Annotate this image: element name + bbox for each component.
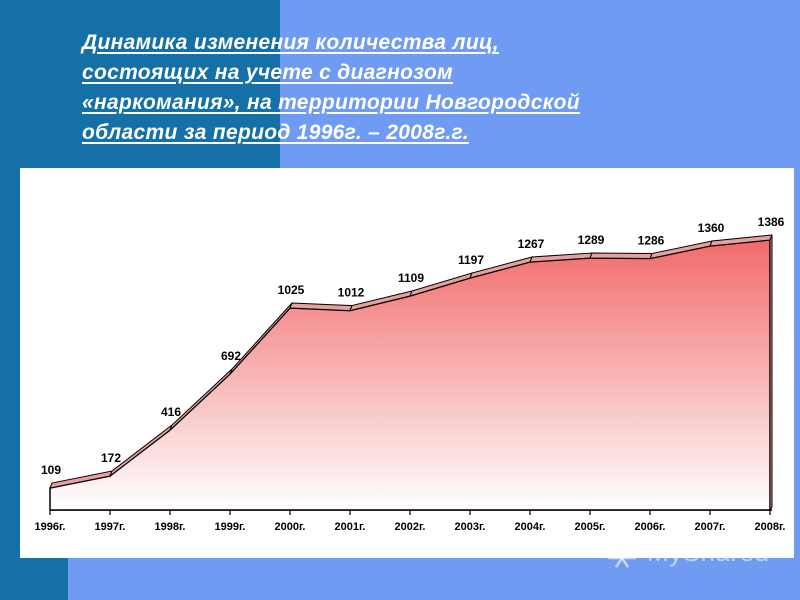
- area-chart: 1996г. 1997г. 1998г. 1999г. 2000г. 2001г. 2002…: [34, 215, 785, 533]
- title-line: состоящих на учете с диагнозом: [82, 61, 453, 84]
- right-depth-edge: [769, 234, 773, 512]
- watermark-logo: MyShared: [605, 536, 770, 568]
- watermark-text: MyShared: [647, 536, 770, 567]
- data-label: 1197: [458, 253, 484, 267]
- data-label: 1109: [398, 271, 424, 285]
- data-label: 109: [41, 463, 61, 477]
- data-label: 692: [221, 349, 241, 363]
- x-tick-label: 2007г.: [694, 521, 725, 533]
- x-tick-label: 2002г.: [394, 521, 425, 533]
- data-label: 1267: [518, 237, 545, 251]
- x-tick-label: 2006г.: [634, 521, 665, 533]
- x-tick-label: 1996г.: [34, 521, 65, 533]
- data-label: 1025: [278, 283, 305, 297]
- x-tick-label: 2003г.: [454, 521, 485, 533]
- data-label: 1012: [338, 286, 365, 300]
- data-label: 1360: [698, 221, 725, 235]
- ridge-segment: [589, 252, 653, 260]
- projector-icon: [606, 538, 638, 568]
- slide-title: Динамика изменения количества лиц, состо…: [82, 28, 782, 148]
- x-tick-label: 1998г.: [154, 521, 185, 533]
- x-tick-label: 2001г.: [334, 521, 365, 533]
- top-decor-band: [0, 0, 280, 168]
- data-label: 416: [161, 405, 181, 419]
- x-tick-label: 1997г.: [94, 521, 125, 533]
- title-line: области за период 1996г. – 2008г.г.: [82, 121, 469, 144]
- title-line: Динамика изменения количества лиц,: [82, 31, 499, 54]
- chart-panel: 1996г. 1997г. 1998г. 1999г. 2000г. 2001г. 2002…: [20, 168, 794, 558]
- data-label: 1386: [758, 215, 785, 229]
- x-tick-label: 1999г.: [214, 521, 245, 533]
- data-label: 1286: [638, 234, 665, 248]
- x-tick-label: 2008г.: [754, 521, 785, 533]
- x-tick-label: 2000г.: [274, 521, 305, 533]
- x-tick-label: 2004г.: [514, 521, 545, 533]
- data-label: 1289: [578, 233, 605, 247]
- title-line: «наркомания», на территории Новгородской: [82, 91, 580, 114]
- data-label: 172: [101, 451, 121, 465]
- x-tick-label: 2005г.: [574, 521, 605, 533]
